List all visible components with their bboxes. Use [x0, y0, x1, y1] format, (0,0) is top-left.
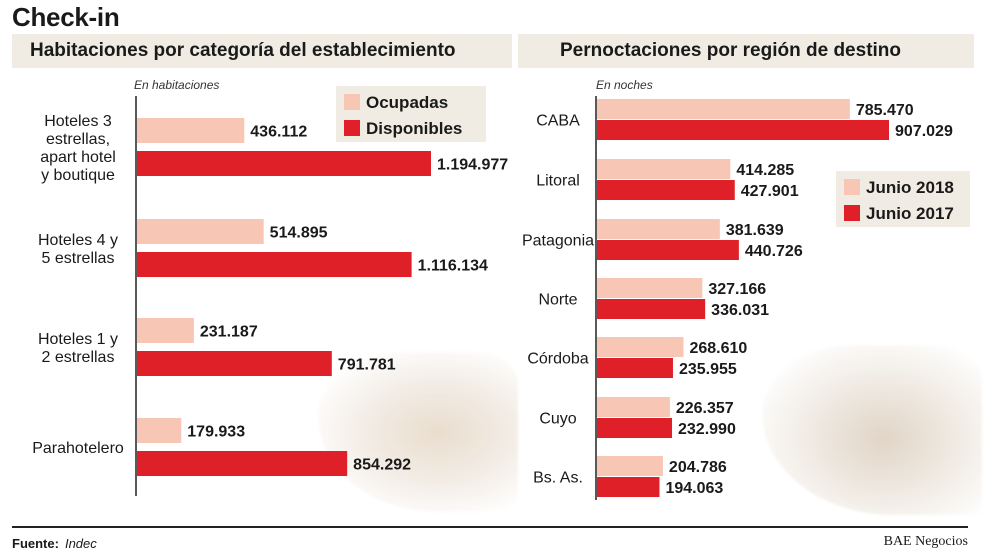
data-label: 231.187 — [200, 324, 258, 341]
category-label: Bs. As. — [533, 470, 583, 487]
bar-light — [137, 318, 194, 343]
category-label: estrellas, — [46, 131, 110, 148]
bar-light — [597, 397, 670, 417]
bar-dark — [597, 418, 673, 438]
bar-dark — [597, 120, 889, 140]
category-label: Litoral — [536, 173, 580, 190]
data-label: 440.726 — [745, 243, 803, 260]
data-label: 1.194.977 — [437, 157, 508, 174]
legend-swatch — [844, 205, 860, 221]
data-label: 268.610 — [689, 340, 747, 357]
data-label: 907.029 — [895, 123, 953, 140]
category-label: Hoteles 1 y — [38, 331, 118, 348]
footer-source: Fuente: Indec — [12, 536, 97, 551]
data-label: 336.031 — [711, 302, 769, 319]
category-label: 5 estrellas — [42, 250, 115, 267]
legend-label: Junio 2018 — [866, 178, 954, 197]
data-label: 414.285 — [736, 162, 794, 179]
category-label: Hoteles 3 — [44, 113, 112, 130]
bar-light — [597, 337, 684, 357]
bar-light — [597, 219, 720, 239]
bar-dark — [597, 299, 706, 319]
source-value: Indec — [64, 536, 97, 551]
data-label: 179.933 — [187, 424, 245, 441]
legend-label: Disponibles — [366, 119, 462, 138]
category-label: Cuyo — [539, 411, 576, 428]
bar-light — [137, 418, 182, 443]
category-label: apart hotel — [40, 149, 116, 166]
data-label: 235.955 — [679, 361, 737, 378]
legend-swatch — [344, 94, 360, 110]
legend-box — [336, 86, 486, 142]
legend-label: Junio 2017 — [866, 204, 954, 223]
legend-swatch — [344, 120, 360, 136]
bar-dark — [137, 451, 348, 476]
bar-light — [597, 99, 850, 119]
data-label: 381.639 — [726, 222, 784, 239]
publisher-credit: BAE Negocios — [883, 534, 968, 549]
page-title: Check-in — [12, 2, 120, 32]
data-label: 1.116.134 — [418, 258, 488, 275]
data-label: 427.901 — [741, 183, 799, 200]
left-chart-title: Habitaciones por categoría del estableci… — [12, 34, 512, 68]
bar-light — [597, 159, 731, 179]
bar-dark — [137, 351, 332, 376]
data-label: 194.063 — [665, 480, 723, 497]
source-label: Fuente: — [12, 536, 59, 551]
bar-dark — [597, 477, 660, 497]
legend-label: Ocupadas — [366, 93, 448, 112]
data-label: 204.786 — [669, 459, 727, 476]
left-unit-note: En habitaciones — [134, 78, 220, 92]
legend-swatch — [844, 179, 860, 195]
category-label: Norte — [538, 292, 577, 309]
bar-light — [137, 118, 245, 143]
bar-dark — [137, 252, 412, 277]
bar-light — [597, 456, 663, 476]
bar-dark — [597, 240, 739, 260]
data-label: 226.357 — [676, 400, 734, 417]
footer-divider — [12, 526, 968, 528]
category-label: Patagonia — [522, 233, 594, 250]
data-label: 785.470 — [856, 102, 914, 119]
data-label: 327.166 — [708, 281, 766, 298]
category-label: 2 estrellas — [42, 349, 115, 366]
data-label: 232.990 — [678, 421, 736, 438]
bar-light — [597, 278, 703, 298]
category-label: Hoteles 4 y — [38, 232, 118, 249]
bar-dark — [597, 358, 673, 378]
data-label: 436.112 — [250, 124, 307, 141]
category-label: Parahotelero — [32, 440, 124, 457]
right-chart-title: Pernoctaciones por región de destino — [518, 34, 974, 68]
category-label: CABA — [536, 113, 580, 130]
data-label: 854.292 — [353, 457, 411, 474]
category-label: Córdoba — [527, 351, 588, 368]
data-label: 514.895 — [270, 225, 328, 242]
data-label: 791.781 — [338, 357, 396, 374]
bar-light — [137, 219, 264, 244]
bar-dark — [597, 180, 735, 200]
bar-dark — [137, 151, 431, 176]
right-unit-note: En noches — [596, 78, 653, 92]
category-label: y boutique — [41, 167, 115, 184]
